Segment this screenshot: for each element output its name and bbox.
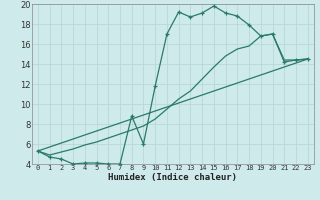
X-axis label: Humidex (Indice chaleur): Humidex (Indice chaleur) (108, 173, 237, 182)
